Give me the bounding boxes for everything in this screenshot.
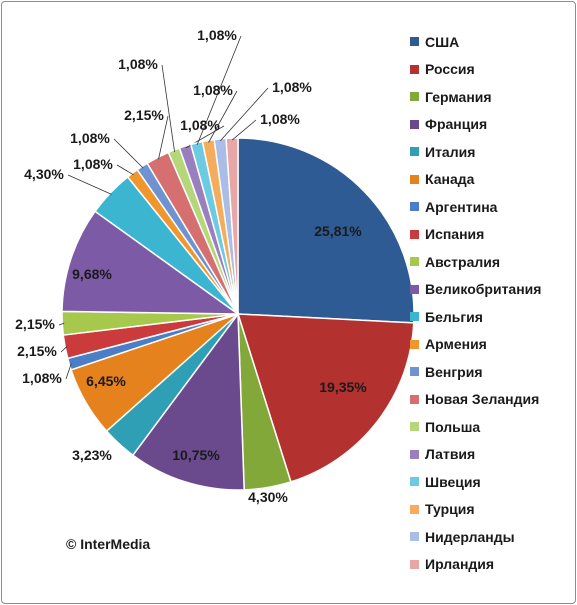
leader-line-20 [231, 119, 257, 141]
data-label-4: 10,75% [172, 447, 220, 463]
data-label-9: 2,15% [15, 316, 55, 332]
legend-label: Армения [425, 336, 487, 353]
legend-item-7: Аргентина [410, 193, 541, 221]
legend-swatch [410, 312, 419, 322]
data-label-19: 1,08% [272, 79, 312, 95]
data-label-16: 1,08% [180, 117, 220, 133]
pie-slice-4 [131, 311, 245, 491]
data-label-13: 1,08% [70, 130, 110, 146]
legend-label: Швеция [425, 473, 481, 490]
legend-label: Турция [425, 501, 475, 518]
data-label-11: 4,30% [24, 166, 64, 182]
legend-label: Италия [425, 143, 476, 160]
legend-item-16: Латвия [410, 441, 541, 469]
data-label-12: 1,08% [73, 156, 113, 172]
legend-label: Польша [425, 418, 481, 435]
data-label-20: 1,08% [260, 111, 300, 127]
legend-swatch [410, 477, 419, 487]
data-label-2: 19,35% [319, 379, 367, 395]
leader-line-9 [58, 322, 65, 326]
data-label-10: 9,68% [72, 266, 112, 282]
legend-swatch [410, 449, 419, 459]
legend-item-4: Франция [410, 111, 541, 139]
legend-label: США [425, 33, 460, 50]
legend-label: Франция [425, 116, 488, 133]
legend-swatch [410, 367, 419, 377]
data-label-5: 3,23% [72, 447, 112, 463]
legend-swatch [410, 532, 419, 542]
leader-line-18 [208, 90, 238, 143]
data-label-8: 2,15% [17, 343, 57, 359]
legend-item-2: Россия [410, 56, 541, 84]
legend-swatch [410, 92, 419, 102]
legend-item-14: Новая Зеландия [410, 386, 541, 414]
legend-item-13: Венгрия [410, 358, 541, 386]
legend-item-18: Турция [410, 496, 541, 524]
legend-item-19: Нидерланды [410, 523, 541, 551]
legend-label: Германия [425, 88, 492, 105]
legend-item-5: Италия [410, 138, 541, 166]
legend-item-1: США [410, 28, 541, 56]
leader-line-13 [113, 138, 144, 169]
legend-swatch [410, 202, 419, 212]
leader-line-7 [65, 363, 72, 380]
legend-swatch [410, 119, 419, 129]
legend-label: Канада [425, 171, 475, 188]
legend-item-17: Швеция [410, 468, 541, 496]
legend-swatch [410, 257, 419, 267]
legend-item-9: Австралия [410, 248, 541, 276]
chart-legend: США Россия Германия Франция Италия Канада Арге… [410, 28, 541, 578]
data-label-17: 1,08% [197, 27, 237, 43]
data-label-14: 2,15% [124, 107, 164, 123]
pie-slice-10 [61, 210, 241, 315]
legend-item-12: Армения [410, 331, 541, 359]
legend-label: Новая Зеландия [425, 391, 540, 408]
legend-item-11: Бельгия [410, 303, 541, 331]
legend-swatch [410, 504, 419, 514]
copyright-credit: © InterMedia [66, 536, 151, 552]
leader-line-14 [158, 115, 169, 160]
data-label-3: 4,30% [248, 489, 288, 505]
legend-label: Бельгия [425, 308, 483, 325]
legend-label: Ирландия [425, 556, 495, 573]
legend-label: Латвия [425, 446, 476, 463]
legend-label: Великобритания [425, 281, 542, 298]
legend-swatch [410, 147, 419, 157]
legend-item-3: Германия [410, 83, 541, 111]
legend-swatch [410, 394, 419, 404]
legend-item-8: Испания [410, 221, 541, 249]
legend-label: Нидерланды [425, 528, 515, 545]
leader-line-11 [67, 174, 112, 195]
legend-swatch [410, 284, 419, 294]
legend-label: Австралия [425, 253, 501, 270]
legend-item-15: Польша [410, 413, 541, 441]
legend-swatch [410, 559, 419, 569]
legend-label: Венгрия [425, 363, 483, 380]
legend-item-6: Канада [410, 166, 541, 194]
leader-line-17 [196, 35, 242, 146]
data-label-15: 1,08% [118, 56, 158, 72]
legend-label: Аргентина [425, 198, 498, 215]
legend-swatch [410, 174, 419, 184]
legend-label: Испания [425, 226, 485, 243]
data-label-18: 1,08% [193, 82, 233, 98]
legend-swatch [410, 229, 419, 239]
legend-item-10: Великобритания [410, 276, 541, 304]
legend-swatch [410, 37, 419, 47]
legend-swatch [410, 64, 419, 74]
data-label-1: 25,81% [314, 223, 362, 239]
legend-swatch [410, 422, 419, 432]
leader-line-15 [161, 64, 175, 153]
leader-line-12 [116, 164, 134, 176]
legend-item-20: Ирландия [410, 551, 541, 579]
data-label-7: 1,08% [22, 370, 62, 386]
pie-slice-20 [225, 137, 239, 315]
legend-swatch [410, 339, 419, 349]
data-label-6: 6,45% [86, 373, 126, 389]
legend-label: Россия [425, 61, 475, 78]
leader-line-19 [220, 87, 269, 142]
leader-line-8 [60, 346, 68, 353]
